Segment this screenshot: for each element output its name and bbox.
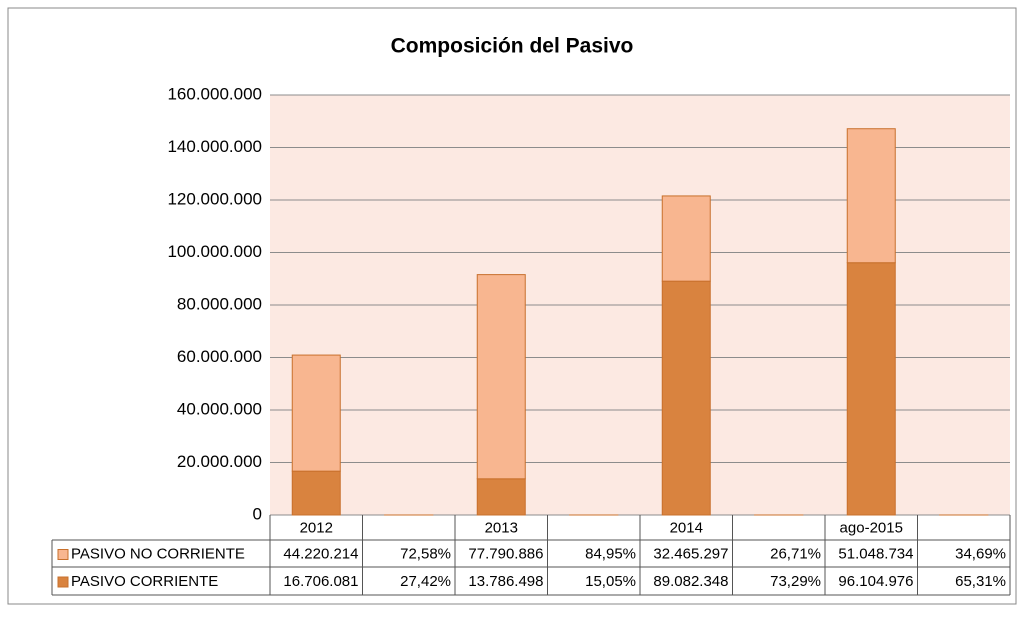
data-table-value: 15,05% [585, 573, 636, 590]
data-table-value: 26,71% [770, 545, 821, 562]
x-tick-label: ago-2015 [840, 519, 903, 536]
data-table-value: 89.082.348 [653, 573, 728, 590]
bar [847, 129, 895, 263]
y-tick-label: 140.000.000 [167, 137, 262, 156]
bar [477, 479, 525, 515]
data-table-value: 27,42% [400, 573, 451, 590]
y-tick-label: 120.000.000 [167, 189, 262, 208]
y-tick-label: 40.000.000 [177, 399, 262, 418]
data-table-value: 51.048.734 [838, 545, 913, 562]
y-tick-label: 80.000.000 [177, 294, 262, 313]
y-tick-label: 160.000.000 [167, 84, 262, 103]
bar [292, 355, 340, 471]
data-table-value: 32.465.297 [653, 545, 728, 562]
bar [662, 281, 710, 515]
data-table-value: 96.104.976 [838, 573, 913, 590]
legend-label: PASIVO NO CORRIENTE [71, 545, 245, 562]
bar [477, 275, 525, 479]
x-tick-label: 2012 [300, 519, 333, 536]
legend-label: PASIVO CORRIENTE [71, 573, 218, 590]
y-tick-label: 60.000.000 [177, 347, 262, 366]
bar [292, 471, 340, 515]
data-table-value: 73,29% [770, 573, 821, 590]
x-tick-label: 2014 [670, 519, 703, 536]
data-table-value: 77.790.886 [468, 545, 543, 562]
y-tick-label: 20.000.000 [177, 452, 262, 471]
data-table-value: 44.220.214 [283, 545, 358, 562]
y-tick-label: 100.000.000 [167, 242, 262, 261]
x-tick-label: 2013 [485, 519, 518, 536]
bar [662, 196, 710, 281]
legend-swatch [58, 577, 68, 587]
bar [847, 263, 895, 515]
y-tick-label: 0 [253, 504, 262, 523]
data-table-value: 13.786.498 [468, 573, 543, 590]
data-table-value: 72,58% [400, 545, 451, 562]
data-table-value: 65,31% [955, 573, 1006, 590]
chart-title: Composición del Pasivo [391, 35, 634, 58]
data-table-value: 34,69% [955, 545, 1006, 562]
data-table-value: 84,95% [585, 545, 636, 562]
data-table-value: 16.706.081 [283, 573, 358, 590]
legend-swatch [58, 550, 68, 560]
